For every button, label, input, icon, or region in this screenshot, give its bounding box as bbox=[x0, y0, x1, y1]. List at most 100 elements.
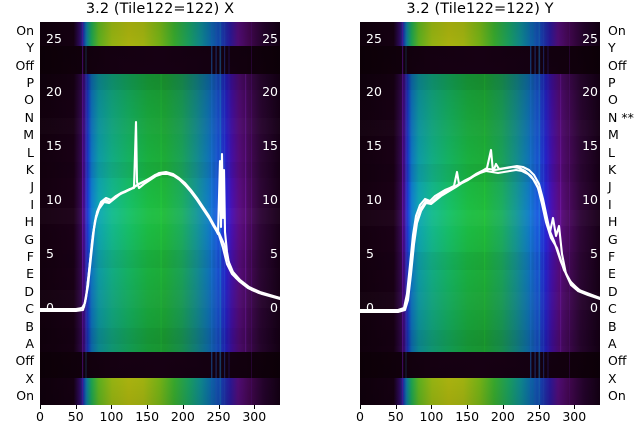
dipole-axis-right: On Y Off P O N ** M L K J I H G F E D C B A Off X On bbox=[604, 22, 640, 405]
inner-y-label: 5 bbox=[366, 245, 374, 261]
inner-y-label: 25 bbox=[366, 30, 382, 46]
dipole-tick-on: On bbox=[16, 22, 34, 38]
dipole-tick-h: H bbox=[608, 213, 618, 229]
inner-y-label-right: 25 bbox=[582, 30, 598, 46]
x-tick-label: 300 bbox=[242, 409, 267, 424]
inner-y-label-right: 5 bbox=[270, 245, 278, 261]
inner-y-label-right: 10 bbox=[582, 191, 598, 207]
x-axis: 0 50 100 150 200 250 300 bbox=[356, 405, 600, 440]
inner-y-label-right: 10 bbox=[262, 191, 278, 207]
dipole-tick-d: D bbox=[24, 283, 34, 299]
dipole-tick-n-**: N ** bbox=[608, 109, 634, 125]
panel-x: 3.2 (Tile122=122) X Dipole bbox=[2, 1, 280, 440]
amplitude-traces bbox=[40, 120, 280, 313]
dipole-tick-on: On bbox=[608, 388, 626, 404]
x-tick-mark bbox=[360, 405, 361, 409]
x-tick-mark bbox=[538, 405, 540, 409]
inner-y-label: 20 bbox=[366, 83, 382, 99]
x-tick-mark bbox=[431, 405, 433, 409]
dipole-tick-p: P bbox=[608, 74, 616, 90]
panel-title: 3.2 (Tile122=122) Y bbox=[406, 1, 554, 17]
x-tick-mark bbox=[111, 405, 113, 409]
dipole-tick-a: A bbox=[25, 335, 34, 351]
x-tick-label: 300 bbox=[562, 409, 587, 424]
inner-y-label: 15 bbox=[366, 137, 382, 153]
heatmap-image bbox=[360, 22, 600, 405]
dipole-tick-k: K bbox=[25, 161, 34, 177]
inner-y-label: 20 bbox=[46, 83, 62, 99]
inner-y-label: 10 bbox=[46, 191, 62, 207]
x-axis: 0 50 100 150 200 250 300 bbox=[36, 405, 280, 440]
dipole-tick-p: P bbox=[26, 74, 34, 90]
inner-y-label: 25 bbox=[46, 30, 62, 46]
dipole-tick-m: M bbox=[608, 126, 619, 142]
dipole-tick-y: Y bbox=[26, 39, 34, 55]
x-tick-mark bbox=[218, 405, 220, 409]
amplitude-traces bbox=[360, 148, 600, 314]
x-tick-label: 100 bbox=[99, 409, 124, 424]
dipole-tick-n: N bbox=[24, 109, 34, 125]
dipole-tick-x: X bbox=[608, 370, 617, 386]
dipole-tick-l: L bbox=[608, 144, 615, 160]
panel-y: 3.2 (Tile122=122) Y bbox=[320, 0, 640, 440]
dipole-tick-g: G bbox=[608, 231, 618, 247]
dipole-tick-on: On bbox=[608, 22, 626, 38]
dipole-tick-i: I bbox=[608, 196, 612, 212]
heatmap-plot-area[interactable]: 25 20 15 10 5 0 25 20 15 10 5 0 bbox=[40, 22, 280, 405]
dipole-tick-a: A bbox=[608, 335, 617, 351]
x-tick-mark bbox=[75, 405, 77, 409]
inner-y-label-right: 5 bbox=[590, 245, 598, 261]
dipole-tick-b: B bbox=[608, 318, 617, 334]
dipole-tick-h: H bbox=[24, 213, 34, 229]
inner-y-label: 0 bbox=[366, 299, 374, 315]
inner-y-label-right: 15 bbox=[262, 137, 278, 153]
dipole-tick-f: F bbox=[26, 248, 34, 264]
dipole-tick-off: Off bbox=[15, 353, 34, 369]
dipole-tick-m: M bbox=[23, 126, 34, 142]
x-tick-label: 0 bbox=[36, 409, 44, 424]
inner-y-label: 15 bbox=[46, 137, 62, 153]
x-tick-label: 0 bbox=[356, 409, 364, 424]
inner-y-label-right: 25 bbox=[262, 30, 278, 46]
x-tick-mark bbox=[182, 405, 184, 409]
x-tick-label: 250 bbox=[206, 409, 231, 424]
x-tick-label: 150 bbox=[455, 409, 480, 424]
dipole-tick-x: X bbox=[25, 370, 34, 386]
dipole-tick-d: D bbox=[608, 283, 618, 299]
dipole-tick-e: E bbox=[26, 266, 34, 282]
inner-y-label-right: 20 bbox=[262, 83, 278, 99]
inner-y-label: 5 bbox=[46, 245, 54, 261]
inner-y-label-right: 0 bbox=[270, 299, 278, 315]
x-tick-label: 200 bbox=[170, 409, 195, 424]
x-tick-mark bbox=[40, 405, 41, 409]
dipole-tick-c: C bbox=[608, 301, 617, 316]
dipole-axis-left: On Y Off P O N M L K J I H G F E D C B A Off X On bbox=[2, 22, 36, 405]
dipole-tick-f: F bbox=[608, 248, 616, 264]
dipole-tick-k: K bbox=[608, 161, 617, 177]
dipole-tick-off: Off bbox=[15, 57, 34, 73]
x-tick-mark bbox=[395, 405, 397, 409]
heatmap-image bbox=[40, 22, 280, 405]
dipole-tick-on: On bbox=[16, 388, 34, 404]
dipole-tick-j: J bbox=[608, 179, 612, 195]
inner-y-label-right: 20 bbox=[582, 83, 598, 99]
dipole-tick-e: E bbox=[608, 266, 616, 282]
x-tick-mark bbox=[502, 405, 504, 409]
x-tick-mark bbox=[467, 405, 469, 409]
x-tick-label: 250 bbox=[526, 409, 551, 424]
x-tick-label: 150 bbox=[135, 409, 160, 424]
dipole-tick-o: O bbox=[24, 92, 34, 108]
inner-y-label-right: 0 bbox=[590, 299, 598, 315]
dipole-tick-c: C bbox=[25, 301, 34, 316]
dipole-tick-off: Off bbox=[608, 57, 627, 73]
panel-title: 3.2 (Tile122=122) X bbox=[85, 1, 235, 17]
x-tick-mark bbox=[254, 405, 256, 409]
x-tick-label: 100 bbox=[419, 409, 444, 424]
dipole-tick-o: O bbox=[608, 92, 618, 108]
x-tick-mark bbox=[147, 405, 149, 409]
dipole-tick-i: I bbox=[30, 196, 34, 212]
heatmap-plot-area[interactable]: 25 20 15 10 5 0 25 20 15 10 5 0 bbox=[360, 22, 600, 405]
dipole-tick-l: L bbox=[27, 144, 34, 160]
inner-y-label-right: 15 bbox=[582, 137, 598, 153]
